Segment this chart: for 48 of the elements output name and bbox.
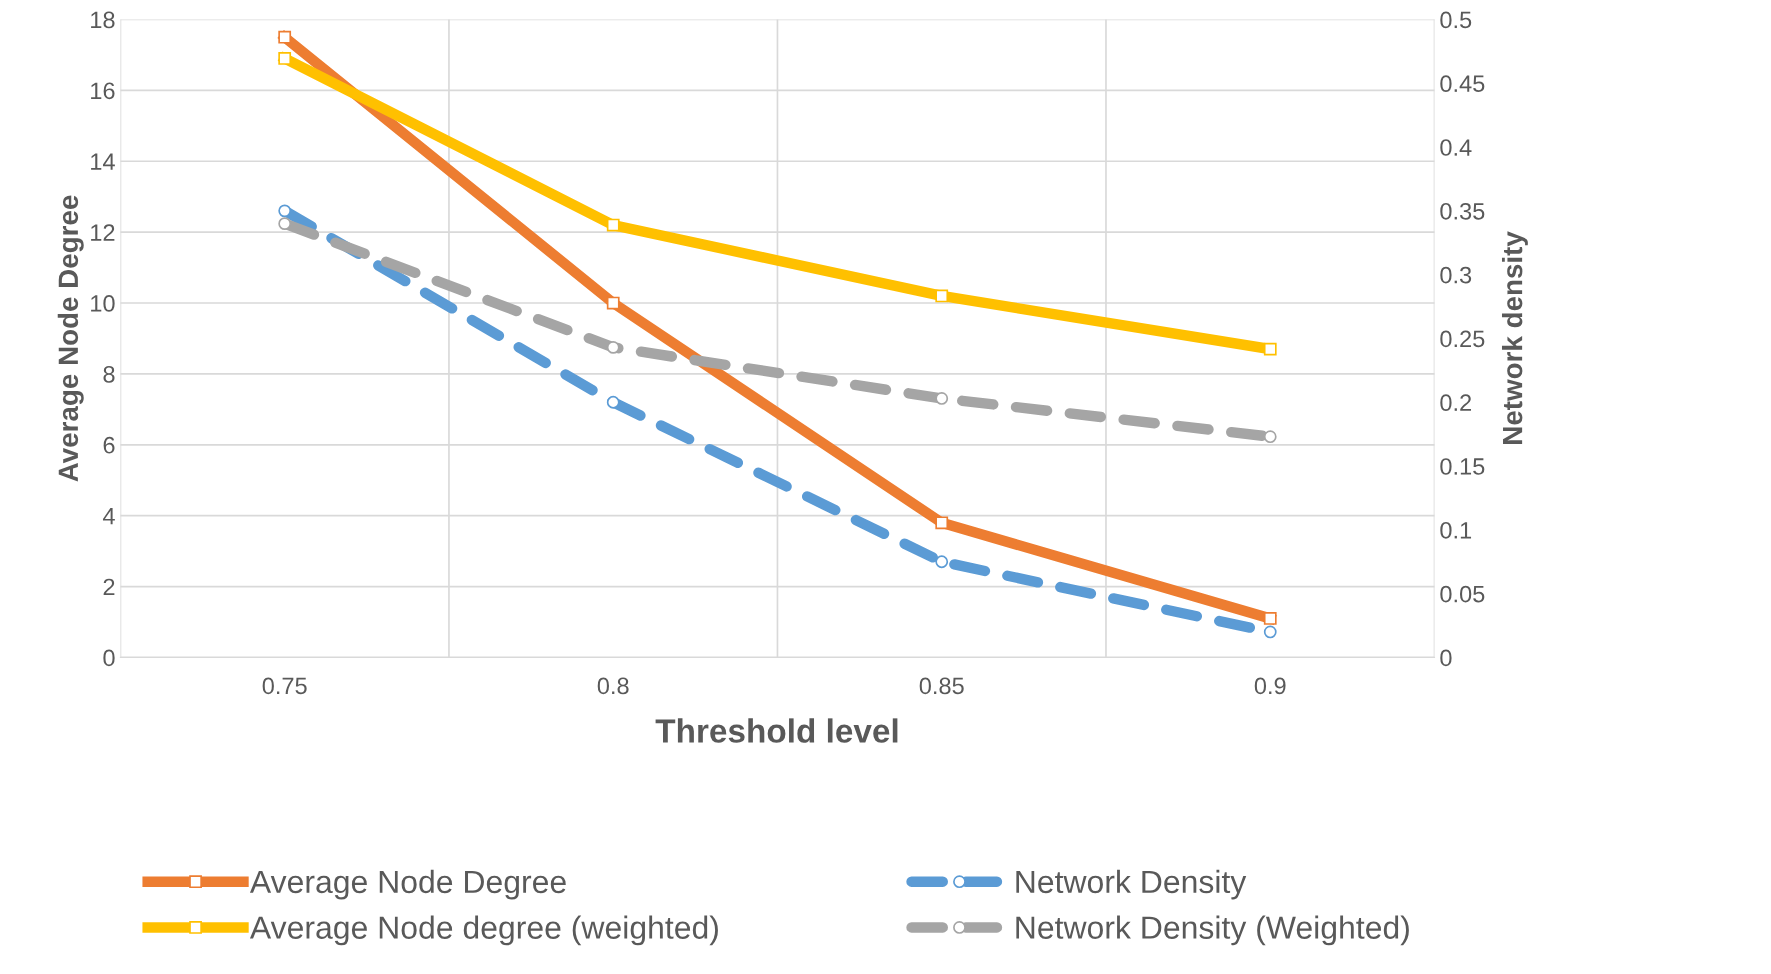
- y2-tick-label: 0.3: [1440, 266, 1472, 284]
- y-tick-label: 4: [102, 507, 115, 525]
- y-tick-label: 2: [103, 578, 115, 596]
- point: [278, 52, 292, 65]
- legend-label: Average Node Degree: [249, 869, 566, 900]
- x-tick-label: 0.85: [919, 677, 964, 695]
- legend-label: Average Node degree (weighted): [249, 915, 718, 946]
- point: [278, 217, 292, 231]
- y-tick-label: 10: [91, 295, 115, 312]
- x-tick-label: 0.75: [262, 677, 307, 695]
- y2-tick-label: 0.4: [1440, 139, 1472, 156]
- y-tick-label: 6: [103, 436, 115, 454]
- y-tick-label: 8: [103, 365, 115, 383]
- point: [935, 392, 949, 405]
- y-tick-label: 12: [91, 224, 115, 241]
- y2-tick-label: 0.2: [1440, 394, 1472, 412]
- y2-tick-label: 0.25: [1440, 330, 1485, 348]
- legend-label: Network Density (Weighted): [1016, 915, 1409, 946]
- x-axis-title: Threshold level: [655, 718, 898, 743]
- point: [1263, 342, 1277, 356]
- y-tick-label: 18: [91, 11, 115, 29]
- y2-tick-label: 0.1: [1440, 521, 1472, 539]
- point: [606, 395, 620, 409]
- point: [935, 555, 949, 569]
- y2-axis-title: Network density: [1501, 231, 1528, 444]
- point: [935, 516, 949, 530]
- y-axis-title: Average Node Degree: [57, 195, 84, 482]
- point: [278, 204, 292, 218]
- point: [606, 341, 620, 354]
- point: [606, 218, 620, 232]
- y2-tick-label: 0.5: [1440, 11, 1472, 29]
- point: [1263, 430, 1277, 444]
- y2-tick-label: 0: [1440, 649, 1452, 667]
- y2-tick-label: 0.05: [1440, 585, 1485, 603]
- y-tick-label: 16: [91, 82, 115, 100]
- point: [1263, 612, 1277, 625]
- y2-tick-label: 0.15: [1440, 458, 1485, 475]
- point: [1263, 625, 1277, 639]
- y2-tick-label: 0.35: [1440, 202, 1485, 220]
- point: [278, 30, 292, 44]
- point: [606, 296, 620, 310]
- y2-tick-label: 0.45: [1440, 75, 1485, 93]
- x-tick-label: 0.8: [597, 677, 629, 695]
- point: [935, 289, 949, 303]
- legend-label: Network Density: [1016, 869, 1247, 900]
- y-tick-label: 0: [103, 649, 115, 667]
- x-tick-label: 0.9: [1254, 677, 1286, 695]
- y-tick-label: 14: [91, 153, 115, 170]
